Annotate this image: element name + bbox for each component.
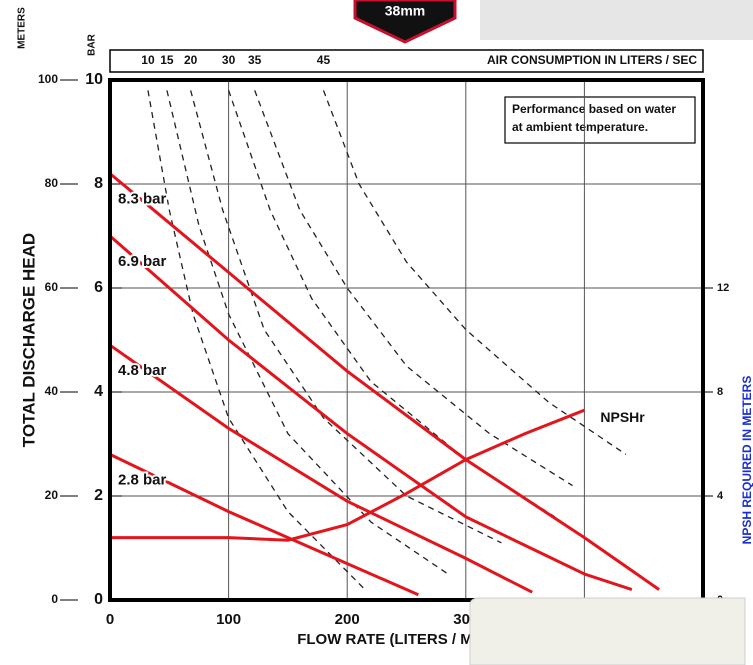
y-tick-label: 60 <box>45 280 59 294</box>
bar-tick-label: 6 <box>94 279 103 296</box>
overlay-image <box>480 0 753 40</box>
y-tick-label: 20 <box>45 488 59 502</box>
air-curve <box>190 90 502 544</box>
note-line: Performance based on water <box>512 102 676 116</box>
top-axis-title: AIR CONSUMPTION IN LITERS / SEC <box>487 53 697 67</box>
bar-tick-label: 10 <box>85 71 103 88</box>
air-curve-label: 20 <box>184 53 198 67</box>
air-curve-label: 45 <box>317 53 331 67</box>
y2-tick-label: 4 <box>717 490 724 502</box>
series-line <box>110 408 585 542</box>
y-tick-label: 40 <box>45 384 59 398</box>
badge-text: 38mm <box>385 3 425 19</box>
y-axis-title: TOTAL DISCHARGE HEAD <box>19 233 38 447</box>
y2-axis-title: NPSH REQUIRED IN METERS <box>740 376 753 545</box>
top-header-box <box>109 49 704 73</box>
bar-tick-label: 8 <box>94 175 103 192</box>
air-curve <box>227 90 556 518</box>
note-box <box>504 96 696 144</box>
y-tick-label: 80 <box>45 176 59 190</box>
plot-area: 0100200300400500020406080100024681004812… <box>38 71 729 628</box>
series-label: 6.9 bar <box>118 253 167 270</box>
badge <box>353 0 457 44</box>
y-unit: METERS <box>17 7 28 49</box>
bar-unit: BAR <box>87 33 98 55</box>
air-curve-label: 10 <box>141 53 155 67</box>
y2-tick-label: 8 <box>717 386 723 398</box>
air-curve-label: 30 <box>222 53 236 67</box>
note-line: at ambient temperature. <box>512 120 648 134</box>
y-tick-label: 0 <box>51 592 58 606</box>
series-line <box>109 343 533 594</box>
air-curve-label: 15 <box>160 53 174 67</box>
x-tick-label: 100 <box>216 611 241 628</box>
y2-tick-label: 12 <box>717 282 729 294</box>
bar-tick-label: 4 <box>94 383 103 400</box>
y-tick-label: 100 <box>38 72 58 86</box>
series-line <box>109 172 660 591</box>
bar-tick-label: 2 <box>94 487 103 504</box>
plot-frame <box>108 78 705 602</box>
air-curve <box>166 90 449 575</box>
series-label: 4.8 bar <box>118 362 167 379</box>
series-label: NPSHr <box>600 409 645 425</box>
series-line <box>109 453 419 597</box>
x-tick-label: 0 <box>106 611 114 628</box>
air-curve <box>322 90 627 455</box>
series-label: 2.8 bar <box>118 471 167 488</box>
air-curve <box>147 90 366 591</box>
x-axis-title: FLOW RATE (LITERS / MIN) <box>297 631 493 648</box>
bar-tick-label: 0 <box>94 591 103 608</box>
air-curve-label: 35 <box>248 53 262 67</box>
x-tick-label: 200 <box>335 611 360 628</box>
overlay-image <box>469 597 746 665</box>
series-line <box>109 234 633 592</box>
series-label: 8.3 bar <box>118 191 167 208</box>
